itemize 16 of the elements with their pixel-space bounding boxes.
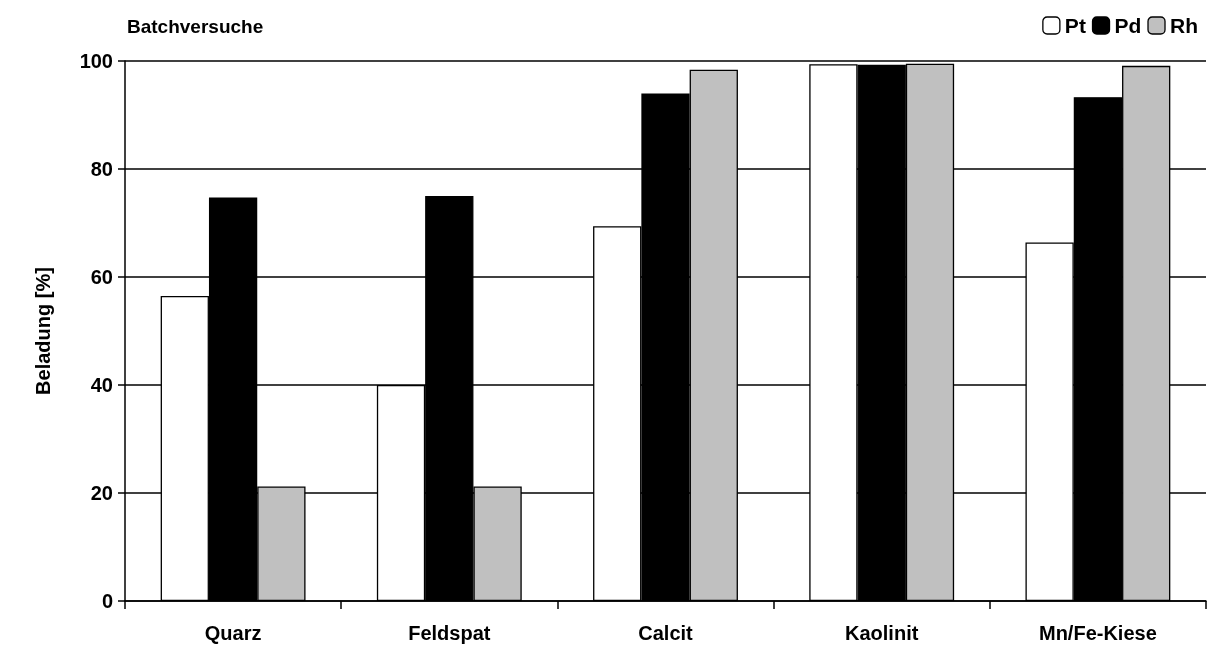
legend-label: Rh: [1170, 14, 1199, 37]
x-tick-label: Feldspat: [408, 622, 491, 644]
y-tick-label: 0: [101, 590, 113, 612]
x-tick-label: Calcit: [638, 622, 694, 644]
y-tick-label: 40: [90, 374, 113, 396]
y-tick-label: 100: [79, 50, 113, 72]
x-tick-label: Mn/Fe-Kiese: [1038, 622, 1157, 644]
y-tick-label: 80: [90, 158, 113, 180]
chart-title: Batchversuche: [127, 16, 264, 37]
x-tick-label: Kaolinit: [845, 622, 919, 644]
legend-label: Pt: [1064, 14, 1086, 37]
y-tick-label: 60: [90, 266, 113, 288]
x-tick-label: Quarz: [204, 622, 262, 644]
y-tick-label: 20: [90, 482, 113, 504]
y-axis-title: Beladung [%]: [32, 267, 54, 395]
legend-label: Pd: [1114, 14, 1142, 37]
